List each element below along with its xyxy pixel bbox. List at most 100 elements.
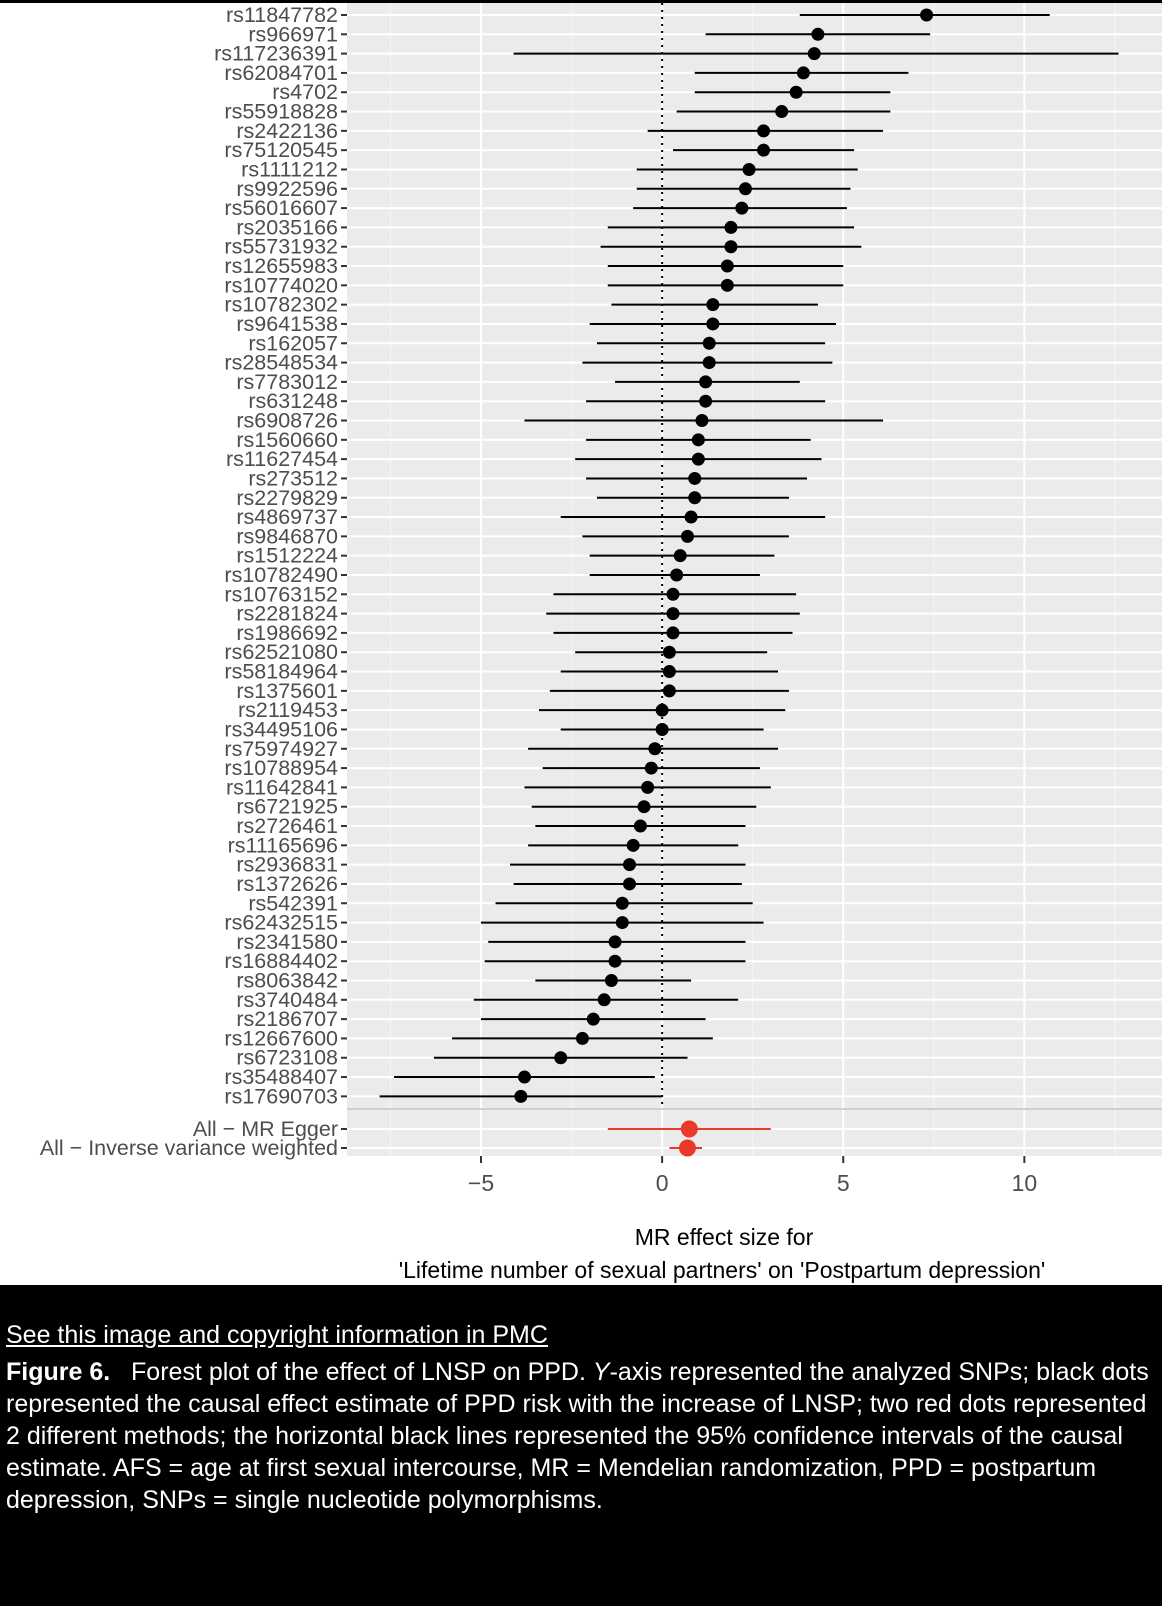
- snp-point: [811, 27, 825, 41]
- x-tick-label: 0: [656, 1170, 669, 1196]
- snp-label: rs16884402: [224, 949, 338, 973]
- snp-label: rs17690703: [224, 1084, 338, 1108]
- snp-point: [688, 471, 702, 485]
- snp-point: [702, 356, 716, 370]
- snp-label: rs28548534: [224, 351, 338, 375]
- snp-point: [691, 433, 705, 447]
- snp-label: rs4869737: [236, 505, 338, 529]
- method-point: [680, 1120, 698, 1138]
- snp-label: rs11165696: [228, 833, 338, 857]
- snp-point: [662, 645, 676, 659]
- snp-label: rs2281824: [236, 602, 338, 626]
- snp-point: [517, 1070, 531, 1084]
- snp-label: rs2422136: [236, 119, 338, 143]
- snp-point: [608, 935, 622, 949]
- snp-point: [688, 491, 702, 505]
- snp-label: rs966971: [248, 22, 338, 46]
- snp-point: [724, 220, 738, 234]
- snp-label: rs4702: [272, 80, 338, 104]
- snp-label: rs3740484: [236, 988, 338, 1012]
- snp-label: rs10782490: [224, 563, 338, 587]
- snp-label: rs2279829: [236, 486, 338, 510]
- snp-point: [662, 684, 676, 698]
- snp-label: rs35488407: [224, 1065, 338, 1089]
- snp-point: [807, 47, 821, 61]
- snp-point: [655, 722, 669, 736]
- x-axis: −5 0 5 10: [468, 1156, 1037, 1196]
- snp-point: [720, 259, 734, 273]
- snp-point: [644, 761, 658, 775]
- snp-label: rs2936831: [236, 853, 338, 877]
- snp-label: rs6908726: [236, 409, 338, 433]
- snp-label: rs2726461: [236, 814, 338, 838]
- snp-label: rs2341580: [236, 930, 338, 954]
- snp-label: rs1372626: [236, 872, 338, 896]
- snp-point: [699, 394, 713, 408]
- snp-point: [757, 124, 771, 138]
- snp-point: [575, 1031, 589, 1045]
- snp-label: rs2186707: [236, 1007, 338, 1031]
- snp-label: rs117236391: [214, 42, 338, 66]
- snp-label: rs12667600: [224, 1026, 338, 1050]
- x-tick-label: −5: [468, 1170, 494, 1196]
- effect-points: [514, 8, 934, 1157]
- snp-label: rs1986692: [236, 621, 338, 645]
- snp-label: rs1560660: [236, 428, 338, 452]
- figure-label: Figure 6.: [6, 1358, 111, 1386]
- snp-label: rs2119453: [238, 698, 338, 722]
- snp-point: [615, 896, 629, 910]
- snp-point: [623, 877, 637, 891]
- snp-point: [702, 336, 716, 350]
- caption-text-before: Forest plot of the effect of LNSP on PPD…: [131, 1358, 586, 1386]
- method-point: [678, 1139, 696, 1157]
- snp-label: rs11847782: [226, 3, 338, 27]
- snp-label: rs34495106: [224, 717, 338, 741]
- snp-point: [626, 838, 640, 852]
- snp-label: rs9922596: [236, 177, 338, 201]
- snp-point: [789, 85, 803, 99]
- snp-point: [586, 1012, 600, 1026]
- snp-label: rs75974927: [224, 737, 338, 761]
- snp-point: [699, 375, 713, 389]
- snp-point: [633, 819, 647, 833]
- pmc-copyright-link[interactable]: See this image and copyright information…: [6, 1321, 548, 1349]
- snp-label: rs2035166: [236, 215, 338, 239]
- snp-point: [720, 278, 734, 292]
- snp-point: [920, 8, 934, 22]
- snp-point: [684, 510, 698, 524]
- forest-plot-chart: rs11847782rs966971rs117236391rs62084701r…: [0, 0, 1162, 1283]
- snp-label: rs62084701: [224, 61, 338, 85]
- x-tick-label: 10: [1012, 1170, 1038, 1196]
- snp-label: rs6721925: [236, 795, 338, 819]
- snp-label: rs6723108: [236, 1046, 338, 1070]
- forest-plot-figure: rs11847782 rs966971 rs117236391 rs62084701 r…: [0, 0, 1162, 1285]
- snp-label: rs7783012: [236, 370, 338, 394]
- plot-panel: [347, 3, 1162, 1156]
- snp-point: [706, 317, 720, 331]
- snp-label: rs11627454: [226, 447, 338, 471]
- snp-point: [604, 974, 618, 987]
- figure-caption: Figure 6. Forest plot of the effect of L…: [6, 1356, 1156, 1516]
- snp-label: rs162057: [248, 331, 338, 355]
- snp-label: rs1512224: [236, 544, 338, 568]
- snp-point: [514, 1089, 528, 1103]
- caption-area: See this image and copyright information…: [0, 1285, 1162, 1606]
- x-axis-title-line1: MR effect size for: [635, 1224, 814, 1250]
- snp-point: [666, 626, 680, 640]
- snp-point: [655, 703, 669, 717]
- snp-label: rs9641538: [236, 312, 338, 336]
- snp-label: rs56016607: [224, 196, 338, 220]
- snp-point: [757, 143, 771, 157]
- snp-point: [641, 780, 655, 794]
- snp-point: [662, 665, 676, 679]
- snp-point: [623, 858, 637, 872]
- snp-label: rs10782302: [224, 293, 338, 317]
- y-axis-labels: rs11847782rs966971rs117236391rs62084701r…: [40, 3, 347, 1160]
- snp-point: [735, 201, 749, 215]
- snp-point: [666, 587, 680, 601]
- method-label: All − Inverse variance weighted: [40, 1136, 338, 1160]
- snp-label: rs542391: [248, 891, 338, 915]
- snp-point: [680, 529, 694, 543]
- snp-point: [724, 240, 738, 254]
- snp-point: [695, 414, 709, 428]
